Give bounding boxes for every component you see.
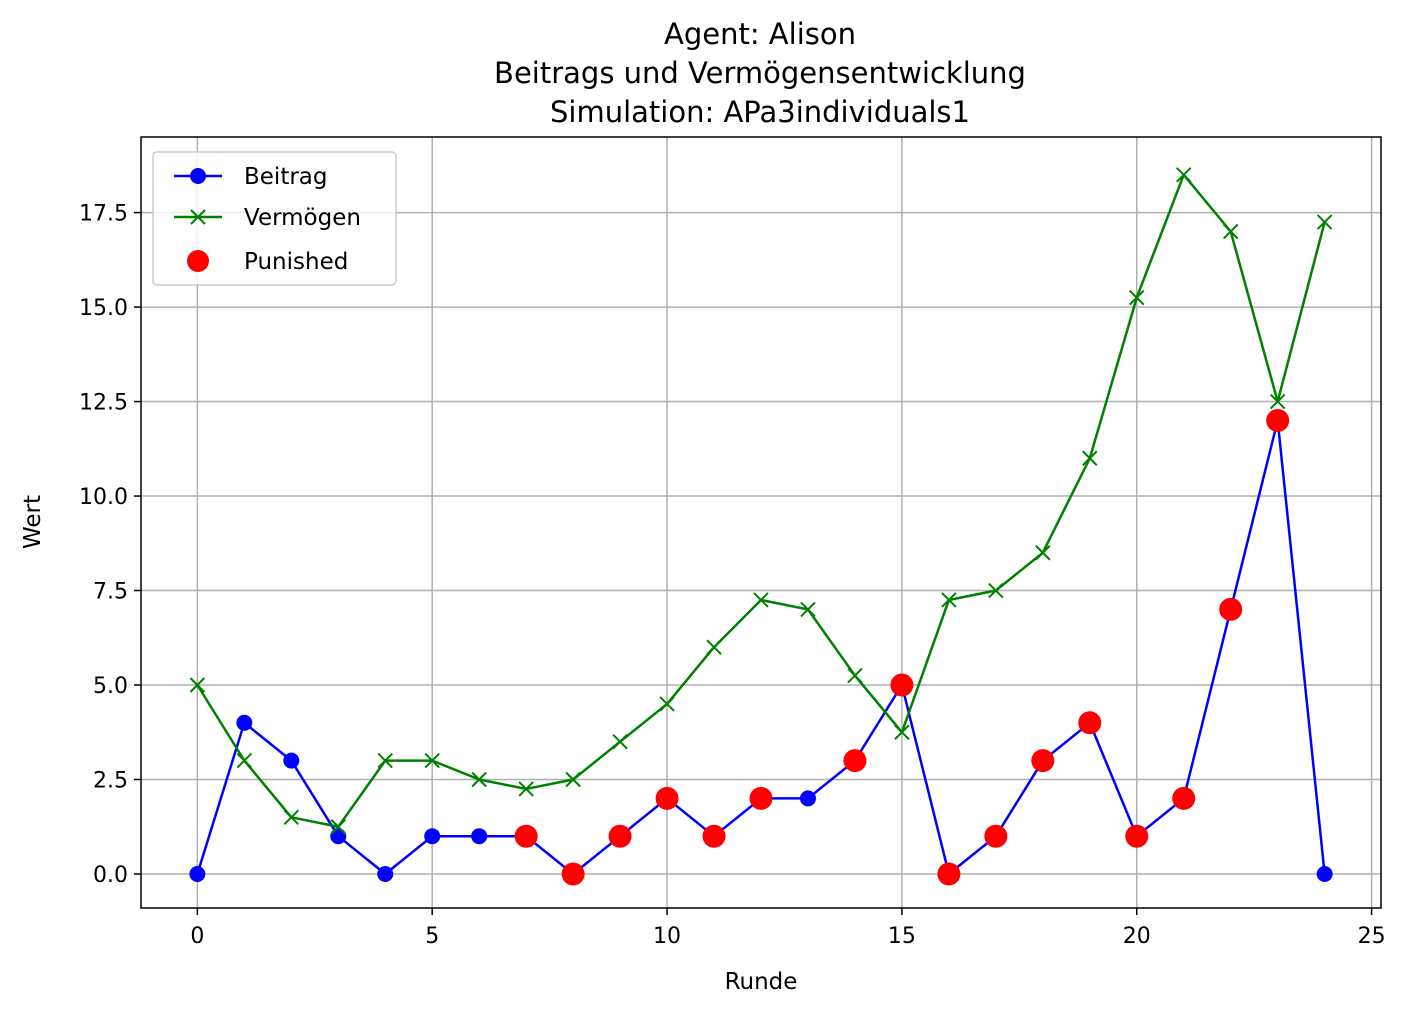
legend: Beitrag Vermögen Punished [152, 151, 397, 286]
vermoegen-point [706, 639, 722, 655]
chart-title-line-2: Beitrags und Vermögensentwicklung [494, 56, 1026, 90]
vermoegen-point [471, 771, 487, 788]
legend-punished-label: Punished [244, 249, 348, 275]
beitrag-point [471, 828, 488, 845]
beitrag-point [377, 865, 394, 882]
beitrag-point [1316, 865, 1333, 882]
punished-point [1031, 749, 1055, 773]
punished-point [514, 824, 538, 848]
vermoegen-point [1269, 393, 1286, 410]
y-tick-label: 0.0 [93, 863, 128, 888]
vermoegen-point [189, 677, 206, 693]
punished-point [1172, 786, 1196, 810]
vermoegen-point [941, 592, 957, 608]
y-tick-label: 2.5 [93, 769, 128, 794]
x-tick-label: 15 [888, 924, 916, 949]
beitrag-point [236, 714, 253, 731]
y-tick-label: 12.5 [79, 391, 128, 416]
punished-point [608, 824, 632, 848]
punished-point [890, 673, 914, 697]
punished-point [749, 786, 773, 810]
y-axis-label: Wert [20, 495, 46, 549]
x-tick-label: 5 [425, 924, 439, 949]
punished-point [655, 786, 679, 810]
punished-point [1125, 824, 1149, 848]
axis-ticks: 0 5 10 15 20 25 0.0 2.5 5.0 7.5 10.0 12.5 15.0 17.5 [79, 202, 1386, 949]
vermoegen-point [377, 752, 393, 769]
vermoegen-point [659, 696, 675, 712]
punished-point [984, 824, 1008, 848]
beitrag-point [330, 828, 347, 845]
punished-point [1219, 597, 1243, 621]
legend-vermoegen-marker [190, 209, 206, 225]
legend-punished-marker [187, 250, 209, 272]
vermoegen-point [894, 724, 910, 740]
vermoegen-point [330, 819, 346, 835]
beitrag-point [189, 865, 206, 882]
vermoegen-point [753, 592, 769, 608]
x-tick-label: 0 [190, 924, 204, 949]
vermoegen-point [283, 809, 300, 826]
chart-title-line-1: Agent: Alison [664, 17, 856, 51]
vermoegen-point [1035, 545, 1051, 561]
series-layer [189, 167, 1333, 886]
grid [141, 137, 1381, 908]
vermoegen-point [518, 781, 534, 797]
beitrag-point [424, 828, 441, 845]
x-axis-label: Runde [725, 969, 798, 995]
y-tick-label: 7.5 [93, 580, 128, 605]
vermoegen-point [1222, 223, 1239, 240]
vermoegen-point [236, 752, 253, 769]
punished-point [561, 862, 585, 886]
beitrag-point [283, 752, 300, 769]
vermoegen-point [800, 601, 816, 618]
y-tick-label: 10.0 [79, 485, 128, 510]
y-tick-label: 15.0 [79, 296, 128, 321]
vermoegen-point [847, 667, 863, 684]
vermoegen-point [424, 752, 440, 769]
vermoegen-point [1129, 289, 1145, 306]
chart-title-line-3: Simulation: APa3individuals1 [550, 95, 970, 129]
vermoegen-point [565, 771, 581, 788]
legend-frame [152, 151, 397, 286]
x-tick-label: 25 [1358, 924, 1386, 949]
legend-beitrag-marker [190, 168, 206, 184]
legend-vermoegen-label: Vermögen [244, 205, 361, 231]
punished-point [1078, 711, 1102, 735]
plot-frame [140, 136, 1382, 909]
vermoegen-point [1082, 450, 1098, 466]
punished-point [937, 862, 961, 886]
punished-point [702, 824, 726, 848]
vermoegen-point [988, 582, 1004, 599]
chart-title: Agent: Alison Beitrags und Vermögensentw… [494, 17, 1026, 129]
beitrag-point [799, 790, 816, 807]
vermoegen-point [612, 733, 628, 750]
vermoegen-point [1176, 167, 1192, 183]
legend-beitrag-label: Beitrag [244, 164, 328, 190]
x-tick-label: 10 [653, 924, 681, 949]
punished-point [843, 749, 867, 773]
punished-point [1266, 408, 1290, 432]
x-tick-label: 20 [1123, 924, 1151, 949]
y-tick-label: 5.0 [93, 674, 128, 699]
vermoegen-point [1316, 214, 1333, 230]
y-tick-label: 17.5 [79, 202, 128, 227]
